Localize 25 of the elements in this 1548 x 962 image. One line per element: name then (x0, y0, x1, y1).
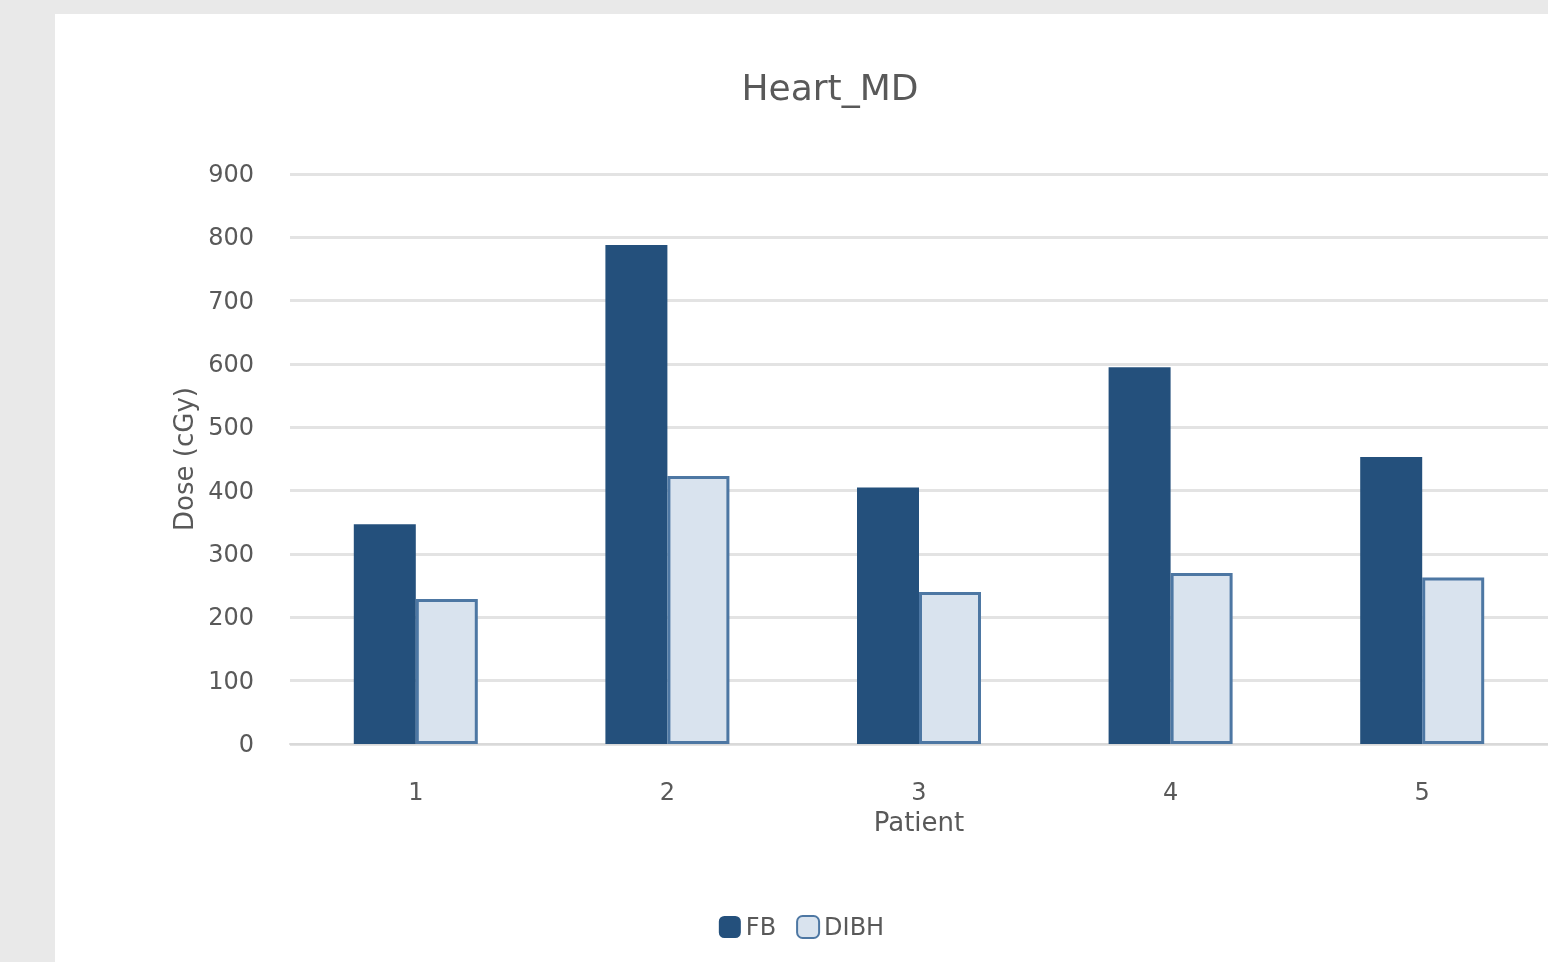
x-tick-label: 4 (1162, 778, 1179, 806)
x-tick-label: 5 (1414, 778, 1430, 806)
x-tick-label: 2 (659, 778, 676, 806)
y-tick-label: 200 (208, 603, 254, 632)
x-tick-label: 3 (911, 778, 927, 806)
chart-title: Heart_MD (741, 66, 919, 108)
bar (1360, 457, 1423, 744)
y-axis-title: Dose (cGy) (169, 387, 200, 531)
bar (857, 487, 919, 744)
y-tick-label: 400 (208, 476, 254, 505)
y-tick-label: 100 (208, 666, 254, 695)
bar (1108, 367, 1171, 744)
bar (605, 244, 668, 744)
x-axis-title: Patient (873, 806, 965, 837)
y-tick-label: 500 (208, 413, 254, 442)
y-tick-label: 900 (208, 160, 254, 188)
bar (353, 524, 416, 744)
y-tick-label: 0 (238, 730, 254, 758)
y-tick-label: 600 (208, 350, 254, 378)
y-tick-label: 300 (208, 540, 254, 568)
y-tick-label: 700 (208, 286, 254, 315)
legend-label: FB (745, 913, 777, 941)
legend-label: DIBH (824, 913, 885, 941)
y-tick-label: 800 (208, 223, 254, 252)
x-tick-label: 1 (408, 778, 424, 806)
